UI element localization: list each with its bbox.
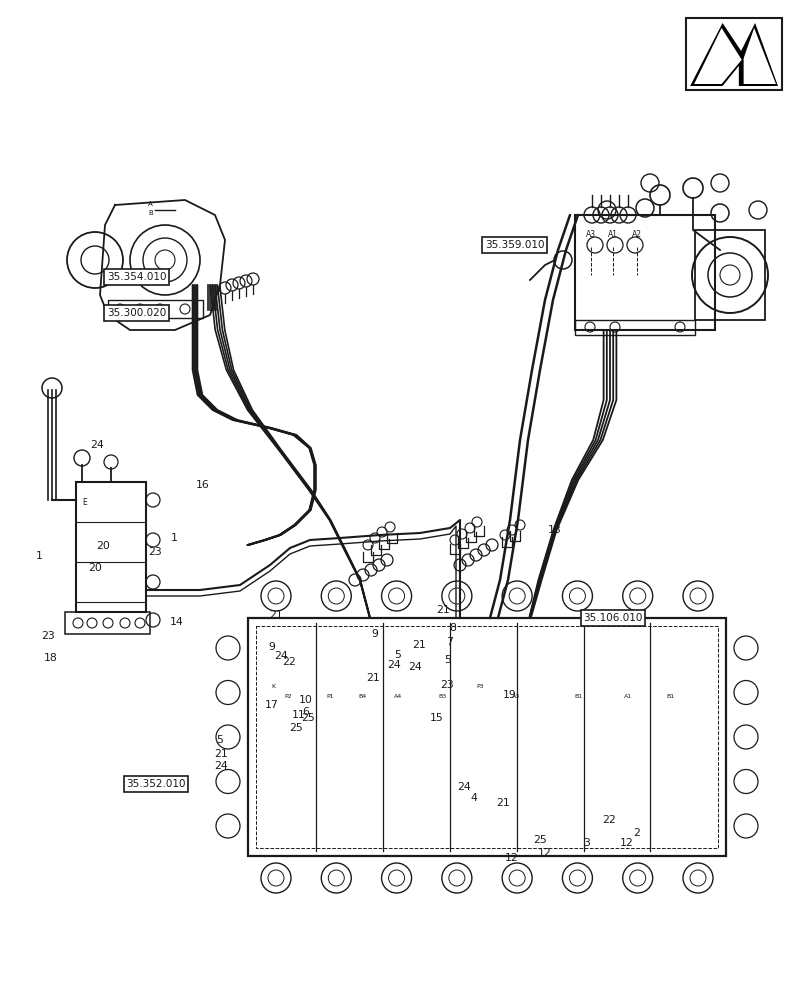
- Text: 21: 21: [496, 798, 509, 808]
- Text: 6: 6: [302, 707, 308, 717]
- Text: K: K: [271, 684, 275, 689]
- Text: 12: 12: [538, 848, 551, 858]
- Text: A3: A3: [586, 230, 595, 239]
- Text: 35.354.010: 35.354.010: [106, 272, 166, 282]
- Text: 11: 11: [292, 710, 305, 720]
- Text: 5: 5: [394, 650, 401, 660]
- Text: 7: 7: [445, 637, 452, 647]
- Bar: [574, 320, 694, 335]
- Text: 23: 23: [41, 631, 54, 641]
- Text: 20: 20: [88, 563, 102, 573]
- Text: 25: 25: [289, 723, 302, 733]
- Text: P1: P1: [326, 694, 333, 699]
- Text: B: B: [148, 210, 152, 216]
- Polygon shape: [693, 28, 740, 84]
- Text: A4: A4: [393, 694, 401, 699]
- Text: 22: 22: [602, 815, 615, 825]
- Text: 35.106.010: 35.106.010: [582, 613, 642, 623]
- Text: P2: P2: [284, 694, 291, 699]
- Text: 16: 16: [196, 480, 209, 490]
- Polygon shape: [743, 28, 775, 84]
- Text: P3: P3: [475, 684, 483, 689]
- Text: A1: A1: [607, 230, 617, 239]
- Text: 12: 12: [620, 838, 633, 848]
- Text: A: A: [148, 201, 152, 207]
- Text: 1: 1: [36, 551, 42, 561]
- Text: B3: B3: [438, 694, 447, 699]
- Text: 25: 25: [301, 713, 314, 723]
- Text: A2: A2: [631, 230, 642, 239]
- Text: 24: 24: [387, 660, 400, 670]
- Text: 15: 15: [430, 713, 443, 723]
- Text: 12: 12: [504, 853, 517, 863]
- Text: 17: 17: [265, 700, 278, 710]
- Text: 35.300.020: 35.300.020: [107, 308, 165, 318]
- Text: 24: 24: [91, 440, 104, 450]
- Text: 24: 24: [214, 761, 227, 771]
- Text: 2: 2: [633, 828, 639, 838]
- Text: 24: 24: [457, 782, 470, 792]
- Text: 23: 23: [440, 680, 453, 690]
- Bar: [108, 300, 203, 318]
- Text: 21: 21: [269, 610, 282, 620]
- Bar: [255, 626, 717, 848]
- Text: 5: 5: [444, 655, 450, 665]
- Text: 25: 25: [533, 835, 546, 845]
- Text: 10: 10: [298, 695, 312, 705]
- Text: B1: B1: [573, 694, 581, 699]
- Polygon shape: [689, 23, 744, 86]
- Text: 18: 18: [45, 653, 58, 663]
- Bar: [76, 482, 146, 612]
- Text: 14: 14: [170, 617, 183, 627]
- Text: 21: 21: [436, 605, 449, 615]
- Text: A1: A1: [623, 694, 631, 699]
- Bar: [574, 215, 714, 330]
- Text: 8: 8: [448, 623, 455, 633]
- Text: 35.359.010: 35.359.010: [484, 240, 544, 250]
- Text: 24: 24: [274, 651, 287, 661]
- Text: 35.352.010: 35.352.010: [126, 779, 186, 789]
- Text: 24: 24: [408, 662, 421, 672]
- Text: 9: 9: [268, 642, 275, 652]
- Text: 13: 13: [547, 525, 560, 535]
- Text: 4: 4: [470, 793, 476, 803]
- Text: 19: 19: [503, 690, 516, 700]
- Text: 21: 21: [214, 749, 227, 759]
- Text: 20: 20: [96, 541, 110, 551]
- Text: E: E: [82, 498, 87, 507]
- Text: B1: B1: [665, 694, 673, 699]
- Text: 22: 22: [282, 657, 295, 667]
- Text: 3: 3: [583, 838, 590, 848]
- Text: 23: 23: [148, 547, 161, 557]
- Bar: [65, 612, 150, 634]
- Text: 5: 5: [216, 735, 222, 745]
- Bar: [694, 230, 764, 320]
- Text: 21: 21: [367, 673, 380, 683]
- Bar: [247, 618, 725, 856]
- Bar: [685, 18, 781, 90]
- Text: 1: 1: [171, 533, 178, 543]
- Text: A3: A3: [511, 694, 520, 699]
- Text: B4: B4: [358, 694, 367, 699]
- Text: 21: 21: [412, 640, 425, 650]
- Polygon shape: [738, 23, 777, 86]
- Text: 9: 9: [371, 629, 378, 639]
